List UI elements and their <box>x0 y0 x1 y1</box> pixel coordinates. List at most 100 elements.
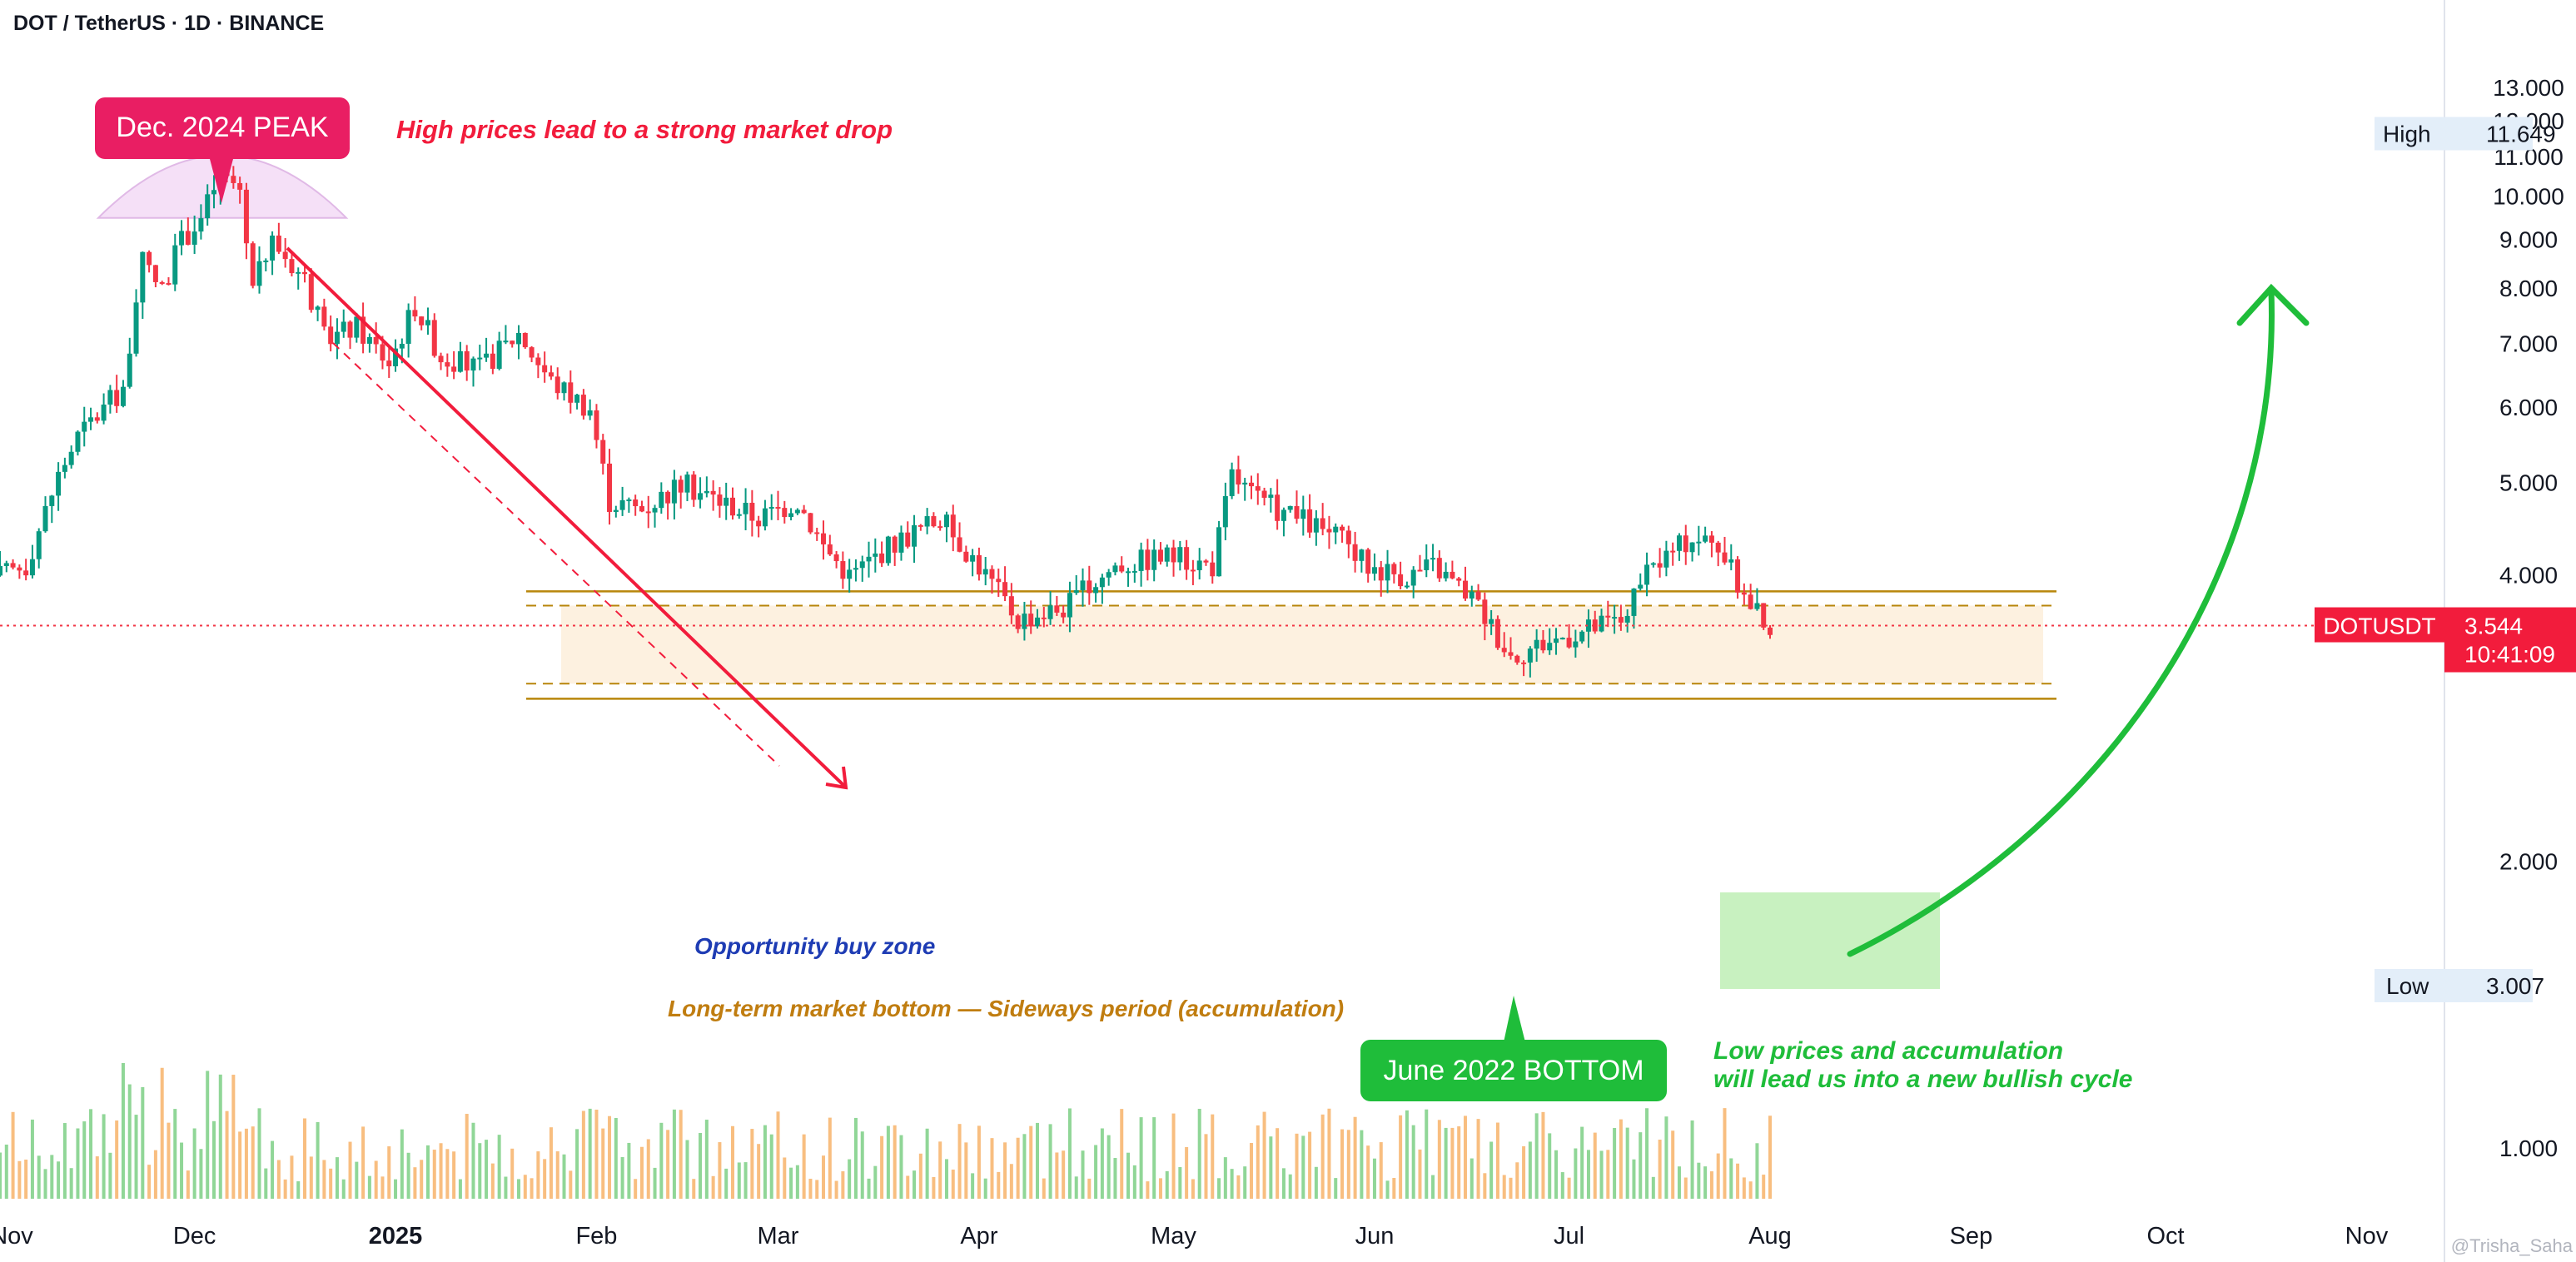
volume-bar <box>1677 1166 1681 1199</box>
volume-bar <box>251 1126 255 1199</box>
volume-bar <box>1320 1114 1325 1199</box>
candle-body <box>1462 580 1468 599</box>
watermark: @Trisha_Saha <box>2450 1235 2573 1256</box>
volume-bar <box>853 1117 858 1199</box>
volume-bar <box>1593 1132 1597 1199</box>
time-tick-label: Dec <box>173 1223 216 1250</box>
candle-body <box>1663 550 1669 568</box>
volume-bar <box>374 1160 378 1199</box>
candle-body <box>185 231 191 245</box>
volume-bar <box>211 1120 216 1199</box>
volume-bar <box>1113 1158 1117 1199</box>
volume-bar <box>608 1115 612 1199</box>
volume-bar <box>1353 1116 1357 1199</box>
volume-bar <box>1171 1113 1176 1199</box>
volume-bar <box>938 1141 942 1199</box>
volume-bar <box>82 1121 87 1199</box>
volume-bar <box>1489 1141 1494 1199</box>
volume-bar <box>115 1120 119 1199</box>
candle-body <box>659 491 664 509</box>
low-marker-value: 3.007 <box>2486 973 2544 999</box>
candle-body <box>1436 558 1442 579</box>
volume-bar <box>1716 1153 1720 1199</box>
candle-body <box>937 526 943 529</box>
volume-bar <box>303 1118 307 1199</box>
candle-body <box>94 417 100 421</box>
candle-body <box>366 336 372 344</box>
candle-body <box>1313 518 1319 533</box>
candle-body <box>1754 603 1760 609</box>
time-tick-label: Mar <box>758 1223 799 1250</box>
time-tick-label: Sep <box>1950 1223 1993 1250</box>
peak-label-box <box>95 97 350 159</box>
candle-body <box>574 395 580 403</box>
volume-bar <box>1327 1108 1331 1199</box>
volume-bar <box>160 1067 164 1199</box>
candle-body <box>1261 490 1267 498</box>
volume-bar <box>1470 1158 1474 1199</box>
candle-body <box>788 513 794 518</box>
time-tick-label: Apr <box>960 1223 997 1250</box>
volume-bar <box>57 1161 61 1199</box>
candle-body <box>568 382 574 403</box>
candle-body <box>1054 605 1060 613</box>
candle-body <box>1456 578 1462 581</box>
candle-body <box>633 499 639 507</box>
volume-bar <box>893 1125 897 1199</box>
volume-bar <box>1444 1127 1448 1199</box>
volume-bar <box>543 1159 547 1199</box>
candle-body <box>1554 638 1559 643</box>
candle-body <box>1417 569 1423 572</box>
candle-body <box>943 514 949 528</box>
time-tick-label: Jun <box>1355 1223 1395 1250</box>
volume-bar <box>276 1160 281 1199</box>
volume-bar <box>1431 1175 1435 1199</box>
candle-body <box>1573 641 1579 648</box>
candle-body <box>1002 582 1008 597</box>
volume-bar <box>808 1178 813 1199</box>
candle-body <box>1559 638 1565 640</box>
volume-bar <box>1003 1142 1007 1199</box>
candle-body <box>1605 615 1611 618</box>
candle-body <box>341 321 346 332</box>
candle-body <box>1333 526 1339 533</box>
volume-bar <box>834 1180 838 1199</box>
volume-bar <box>452 1151 456 1199</box>
candle-body <box>3 563 9 566</box>
candle-body <box>1378 567 1384 581</box>
downtrend-arrow-line <box>286 246 846 788</box>
volume-bar <box>1223 1157 1227 1199</box>
downtrend-arrow-head <box>825 766 848 790</box>
candle-body <box>464 350 470 371</box>
candle-body <box>1430 558 1436 560</box>
volume-bar <box>899 1135 903 1199</box>
volume-bar <box>763 1125 767 1199</box>
candle-body <box>1391 564 1397 574</box>
volume-bar <box>1683 1177 1688 1199</box>
volume-bar <box>167 1122 171 1199</box>
candle-body <box>354 316 360 338</box>
volume-bar <box>329 1168 333 1199</box>
volume-bar <box>1613 1128 1617 1199</box>
last-price-box <box>2444 607 2576 673</box>
volume-bar <box>1158 1178 1162 1199</box>
candle-body <box>853 568 858 570</box>
volume-bar <box>944 1159 948 1199</box>
candle-body <box>1190 569 1196 572</box>
volume-bar <box>1106 1135 1111 1199</box>
candle-body <box>794 509 800 514</box>
candle-body <box>1715 542 1721 553</box>
candle-body <box>1482 599 1488 624</box>
candle-body <box>205 194 211 219</box>
candle-body <box>1618 617 1624 623</box>
candle-body <box>198 218 204 232</box>
candle-body <box>250 243 256 286</box>
candle-body <box>671 479 677 504</box>
candle-body <box>289 259 295 274</box>
volume-bar <box>517 1179 521 1199</box>
volume-bar <box>1418 1149 1422 1199</box>
volume-bar <box>659 1122 664 1199</box>
candle-body <box>976 554 982 575</box>
candle-body <box>1287 505 1293 510</box>
